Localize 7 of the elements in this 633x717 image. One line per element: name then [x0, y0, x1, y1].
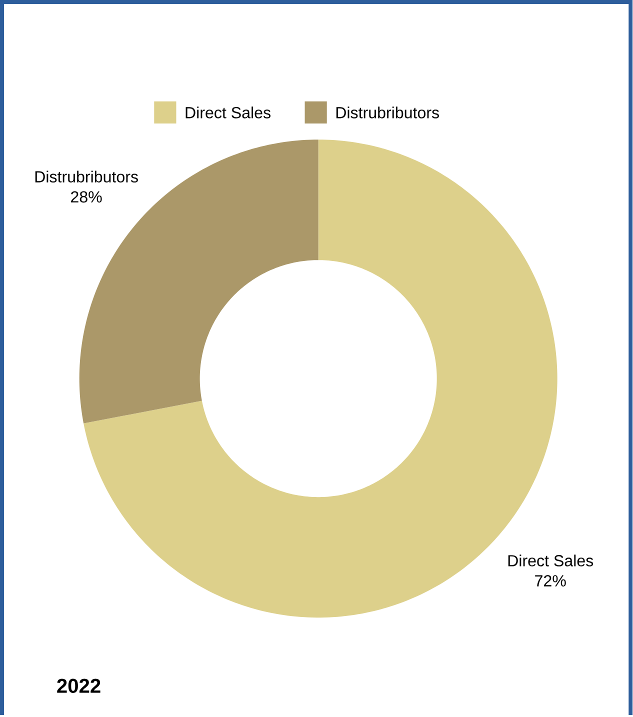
data-label: 28% [71, 191, 102, 203]
slice-label: Direct Sales [508, 554, 594, 566]
legend-label: Distrubributors [336, 106, 440, 118]
data-label: 72% [535, 575, 566, 586]
legend-label: Direct Sales [186, 106, 271, 118]
slice-label: Distrubributors [36, 170, 138, 182]
text: 2022 [57, 678, 100, 693]
